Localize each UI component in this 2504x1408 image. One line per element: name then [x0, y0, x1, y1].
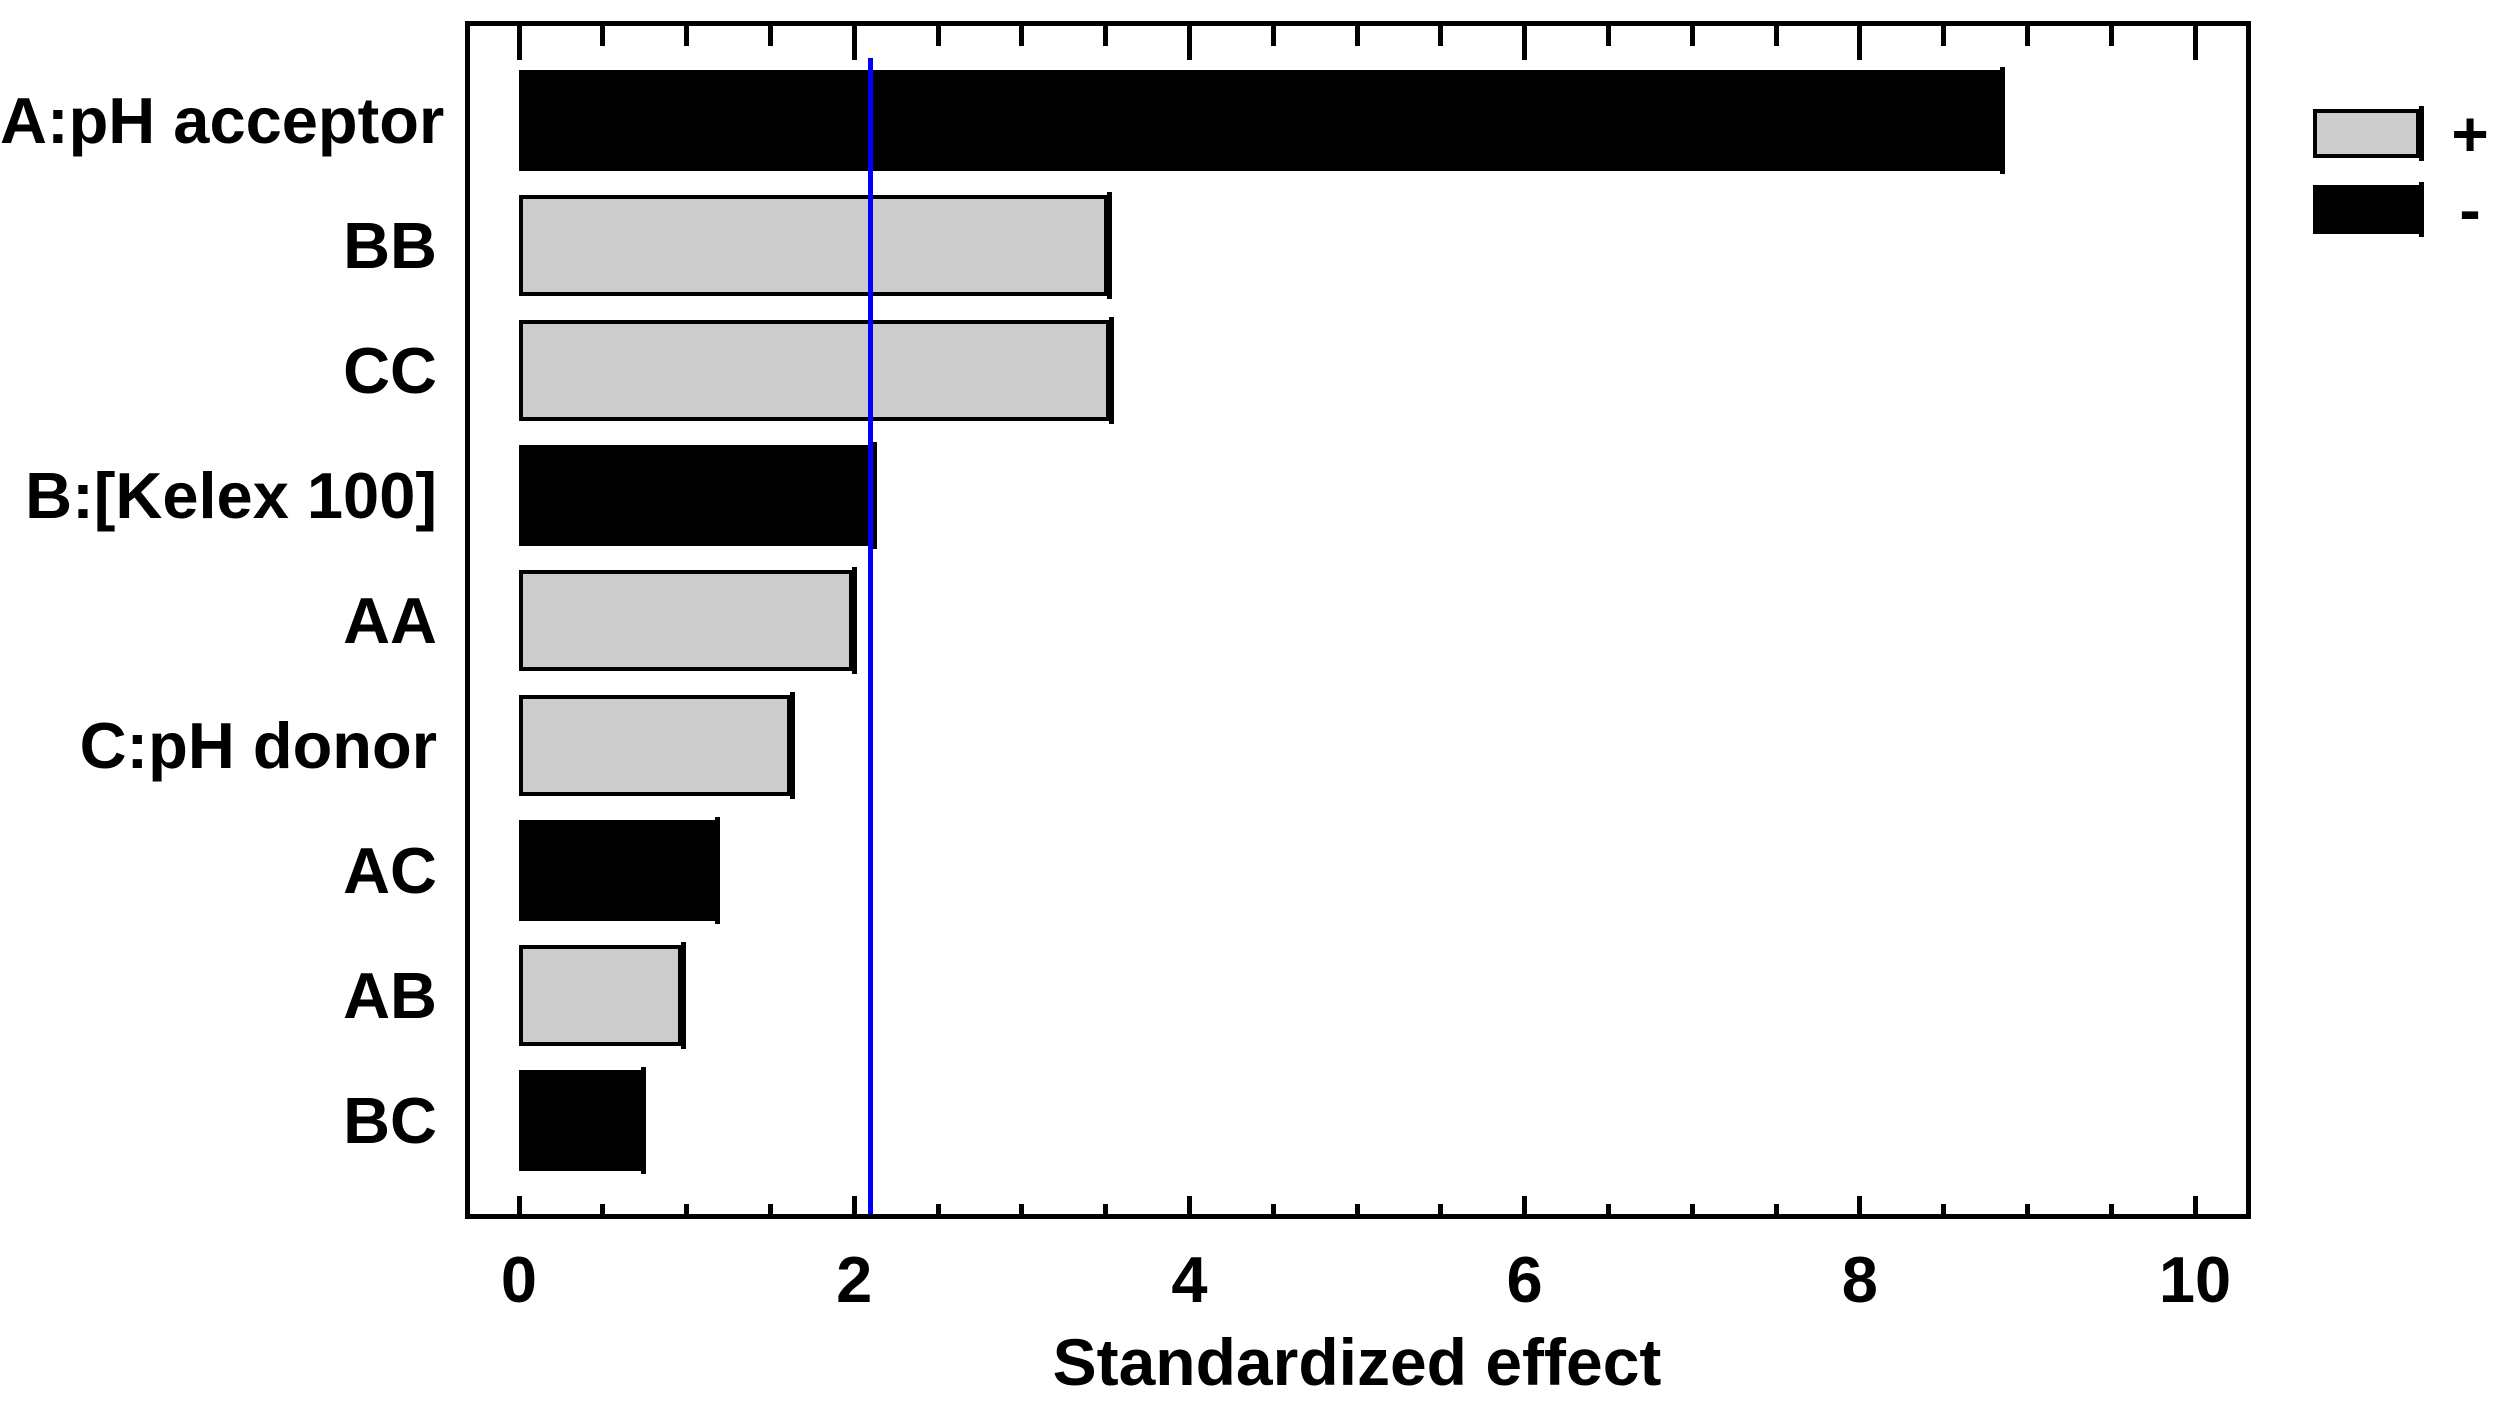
x-axis-tick-top: [516, 26, 522, 60]
x-tick-label-10: 10: [2158, 1243, 2232, 1316]
x-axis-tick-bottom: [1689, 1204, 1695, 1214]
x-axis-tick-top: [1605, 26, 1611, 46]
category-label-cc: CC: [343, 334, 437, 407]
x-axis-tick-bottom: [1186, 1196, 1192, 1214]
bar-bc: [519, 1067, 647, 1174]
x-axis-tick-bottom: [1605, 1204, 1611, 1214]
bar-a-ph-acceptor: [519, 67, 2006, 174]
bar-c-ph-donor: [519, 692, 796, 799]
x-axis-tick-top: [1773, 26, 1779, 46]
x-axis-tick-bottom: [1270, 1204, 1276, 1214]
x-axis-tick-bottom: [1941, 1204, 1947, 1214]
bar-ab: [519, 942, 687, 1049]
category-label-bb: BB: [343, 209, 437, 282]
x-axis-tick-top: [1103, 26, 1109, 46]
x-axis-tick-top: [2024, 26, 2030, 46]
legend-swatch-minus: [2313, 182, 2424, 237]
legend-swatch-plus: [2313, 106, 2424, 161]
x-axis-tick-bottom: [1103, 1204, 1109, 1214]
x-axis-tick-top: [1354, 26, 1360, 46]
x-axis-tick-bottom: [2192, 1196, 2198, 1214]
category-label-c-ph-donor: C:pH donor: [79, 709, 437, 782]
x-axis-tick-bottom: [2108, 1204, 2114, 1214]
x-axis-tick-top: [851, 26, 857, 60]
bar-bb: [519, 192, 1112, 299]
x-axis-tick-top: [1522, 26, 1528, 60]
x-tick-label-8: 8: [1841, 1243, 1878, 1316]
x-axis-tick-bottom: [935, 1204, 941, 1214]
x-axis-tick-top: [1270, 26, 1276, 46]
x-axis-tick-top: [935, 26, 941, 46]
x-axis-tick-top: [2192, 26, 2198, 60]
legend-symbol-minus: -: [2459, 173, 2481, 246]
x-axis-tick-bottom: [1438, 1204, 1444, 1214]
category-label-ab: AB: [343, 959, 437, 1032]
x-tick-label-2: 2: [836, 1243, 873, 1316]
x-axis-tick-top: [767, 26, 773, 46]
category-label-ac: AC: [343, 834, 437, 907]
category-label-aa: AA: [343, 584, 437, 657]
x-axis-tick-top: [2108, 26, 2114, 46]
x-axis-tick-bottom: [2024, 1204, 2030, 1214]
x-tick-label-4: 4: [1171, 1243, 1208, 1316]
x-axis-tick-bottom: [851, 1196, 857, 1214]
x-axis-tick-top: [1186, 26, 1192, 60]
category-label-b-kelex-100: B:[Kelex 100]: [25, 459, 437, 532]
x-axis-tick-bottom: [767, 1204, 773, 1214]
x-axis-tick-top: [684, 26, 690, 46]
bar-ac: [519, 817, 720, 924]
x-axis-tick-bottom: [1522, 1196, 1528, 1214]
x-axis-tick-top: [1857, 26, 1863, 60]
reference-line: [868, 58, 874, 1214]
x-axis-tick-bottom: [684, 1204, 690, 1214]
x-axis-tick-top: [600, 26, 606, 46]
x-axis-tick-top: [1941, 26, 1947, 46]
bar-b-kelex-100: [519, 442, 878, 549]
x-tick-label-6: 6: [1506, 1243, 1543, 1316]
bar-cc: [519, 317, 1114, 424]
x-axis-tick-top: [1019, 26, 1025, 46]
x-axis-title: Standardized effect: [1052, 1325, 1662, 1399]
x-axis-tick-bottom: [516, 1196, 522, 1214]
x-axis-tick-bottom: [1773, 1204, 1779, 1214]
category-label-a-ph-acceptor: A:pH acceptor: [0, 84, 445, 157]
plot-frame: [465, 21, 2251, 1219]
legend-symbol-plus: +: [2451, 97, 2489, 170]
x-tick-label-0: 0: [500, 1243, 538, 1316]
x-axis-tick-top: [1689, 26, 1695, 46]
x-axis-tick-bottom: [1354, 1204, 1360, 1214]
bar-aa: [519, 567, 858, 674]
category-label-bc: BC: [343, 1084, 437, 1157]
x-axis-tick-bottom: [600, 1204, 606, 1214]
x-axis-tick-bottom: [1019, 1204, 1025, 1214]
x-axis-tick-bottom: [1857, 1196, 1863, 1214]
x-axis-tick-top: [1438, 26, 1444, 46]
